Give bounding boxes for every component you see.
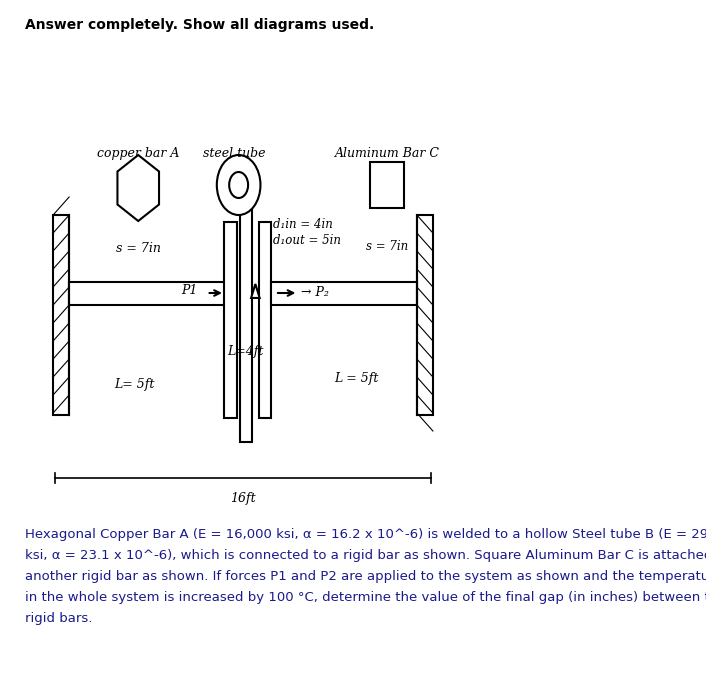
Bar bbox=[259, 222, 270, 418]
Text: d₁out = 5in: d₁out = 5in bbox=[273, 234, 341, 247]
Text: L = 5ft: L = 5ft bbox=[335, 372, 378, 385]
Bar bbox=[270, 282, 417, 305]
Bar bbox=[69, 282, 227, 305]
Text: d₁in = 4in: d₁in = 4in bbox=[273, 218, 333, 231]
Polygon shape bbox=[251, 284, 260, 298]
Bar bbox=[224, 222, 237, 418]
Bar bbox=[371, 162, 404, 208]
Text: Hexagonal Copper Bar A (E = 16,000 ksi, α = 16.2 x 10^-6) is welded to a hollow : Hexagonal Copper Bar A (E = 16,000 ksi, … bbox=[25, 528, 706, 541]
Text: P1: P1 bbox=[181, 285, 198, 298]
Text: → P₂: → P₂ bbox=[301, 287, 329, 300]
Bar bbox=[417, 215, 433, 415]
Text: in the whole system is increased by 100 °C, determine the value of the final gap: in the whole system is increased by 100 … bbox=[25, 591, 706, 604]
Text: ksi, α = 23.1 x 10^-6), which is connected to a rigid bar as shown. Square Alumi: ksi, α = 23.1 x 10^-6), which is connect… bbox=[25, 549, 706, 562]
Text: L=4ft: L=4ft bbox=[227, 345, 263, 358]
Bar bbox=[240, 198, 252, 442]
Text: Aluminum Bar C: Aluminum Bar C bbox=[335, 147, 440, 160]
Text: s = 7in: s = 7in bbox=[116, 242, 161, 255]
Text: L= 5ft: L= 5ft bbox=[114, 378, 155, 391]
Circle shape bbox=[229, 172, 248, 198]
Polygon shape bbox=[117, 155, 159, 221]
Text: rigid bars.: rigid bars. bbox=[25, 612, 93, 625]
Text: s = 7in: s = 7in bbox=[366, 240, 408, 253]
Text: steel tube: steel tube bbox=[203, 147, 265, 160]
Text: 16ft: 16ft bbox=[230, 492, 256, 505]
Text: copper bar A: copper bar A bbox=[97, 147, 179, 160]
Circle shape bbox=[217, 155, 261, 215]
Text: Answer completely. Show all diagrams used.: Answer completely. Show all diagrams use… bbox=[25, 18, 375, 32]
Bar bbox=[53, 215, 69, 415]
Text: another rigid bar as shown. If forces P1 and P2 are applied to the system as sho: another rigid bar as shown. If forces P1… bbox=[25, 570, 706, 583]
